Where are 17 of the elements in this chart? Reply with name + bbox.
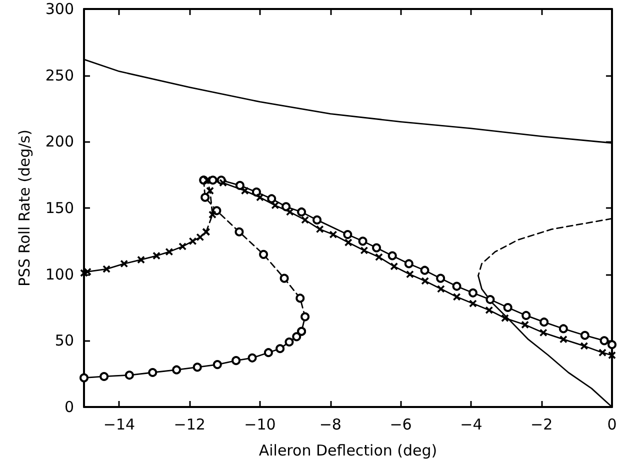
y-axis-title: PSS Roll Rate (deg/s) — [16, 130, 34, 286]
x-tick-label: 0 — [607, 416, 617, 434]
x-tick-label: −4 — [460, 416, 482, 434]
x-tick-label: −8 — [319, 416, 342, 434]
x-tick-label: −2 — [530, 416, 553, 434]
x-tick-label: −6 — [390, 416, 412, 434]
x-axis-title: Aileron Deflection (deg) — [258, 442, 438, 460]
y-tick-label: 300 — [45, 0, 74, 18]
x-tick-label: −12 — [174, 416, 206, 434]
x-tick-label: −10 — [244, 416, 276, 434]
y-tick-label: 150 — [45, 199, 74, 217]
y-tick-label: 200 — [45, 132, 74, 151]
y-tick-label: 50 — [54, 332, 74, 350]
y-tick-label: 0 — [64, 398, 74, 416]
y-tick-label: 250 — [45, 66, 74, 84]
y-tick-label: 100 — [45, 265, 74, 284]
x-tick-label: −14 — [103, 416, 136, 434]
